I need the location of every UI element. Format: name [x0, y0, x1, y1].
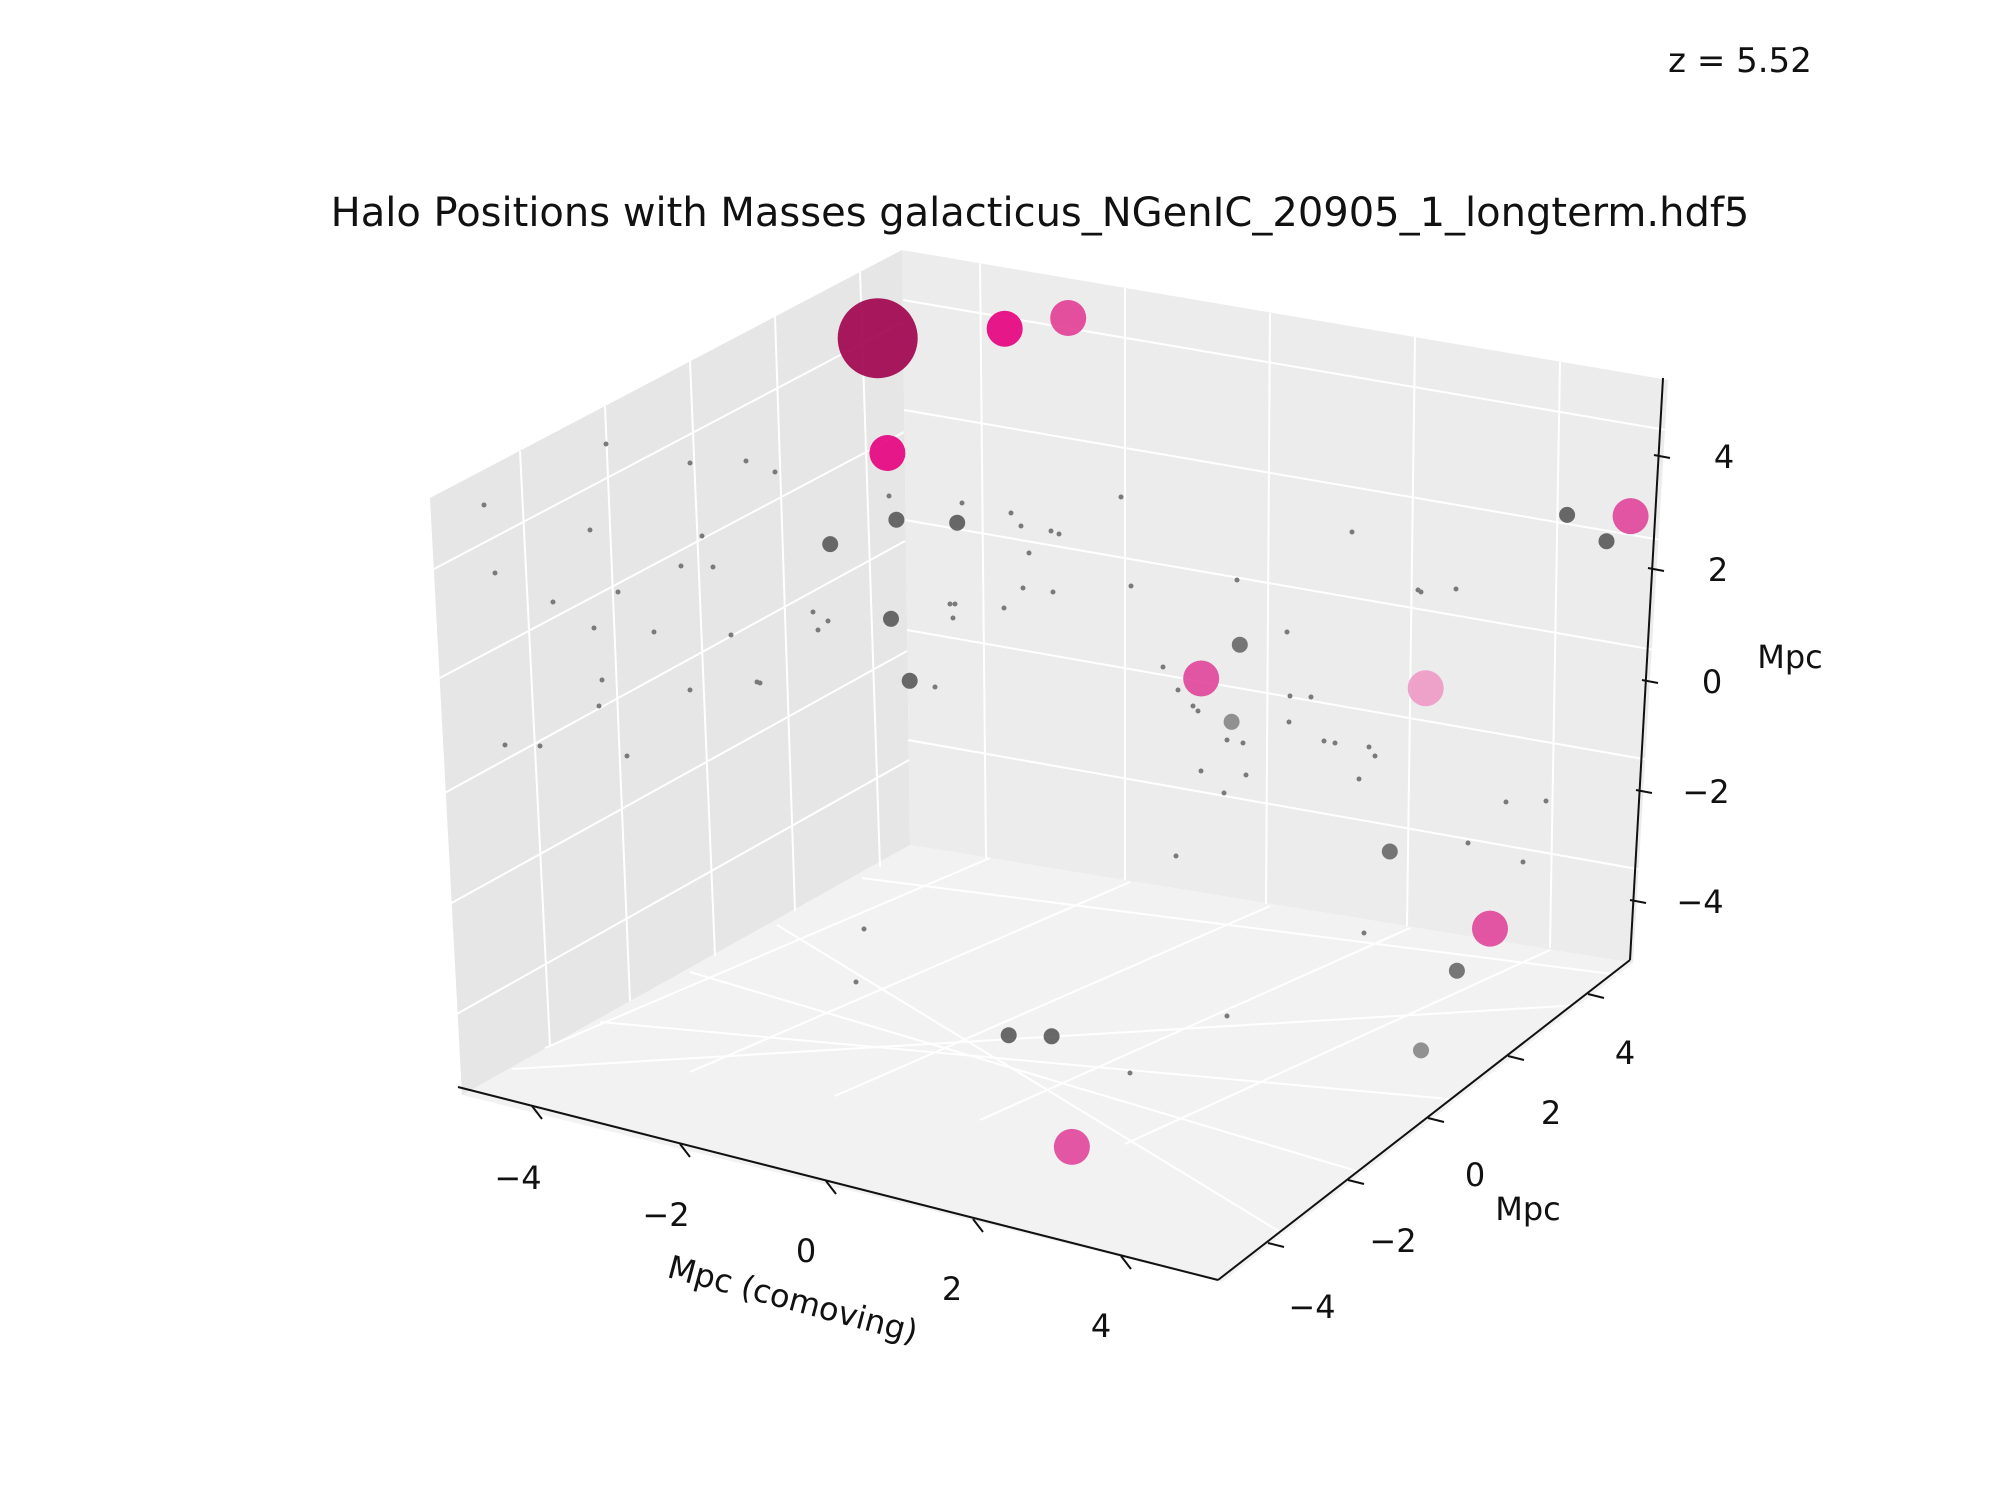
halo-point — [1612, 498, 1649, 535]
halo-point — [986, 310, 1023, 347]
halo-point — [1183, 660, 1220, 697]
z-tick-label: −4 — [1676, 883, 1723, 921]
z-axis-ticks — [1629, 454, 1671, 904]
halo-point — [1050, 300, 1087, 336]
halo-point — [1413, 1042, 1429, 1059]
halo-point — [837, 298, 918, 379]
y-axis-ticks — [1267, 993, 1605, 1248]
axis-lines — [457, 377, 1664, 1281]
z-tick-label: 0 — [1702, 663, 1722, 701]
x-axis-line — [457, 1086, 1219, 1281]
y-tick-label: 2 — [1541, 1094, 1561, 1132]
y-tick-labels: −4 −2 0 2 4 — [1288, 1034, 1635, 1326]
halo-point — [869, 435, 906, 471]
halo-point — [1559, 506, 1576, 523]
halo-point — [1043, 1028, 1060, 1045]
x-tick-label: −4 — [494, 1159, 541, 1197]
halo-point — [1053, 1128, 1090, 1165]
halo-point — [1598, 533, 1615, 550]
halo-point — [1448, 962, 1465, 979]
pane-side — [430, 250, 910, 1095]
halo-point — [1472, 910, 1508, 947]
x-tick-label: 2 — [942, 1270, 962, 1308]
chart-title: Halo Positions with Masses galacticus_NG… — [331, 190, 1750, 236]
y-tick-label: 0 — [1465, 1156, 1485, 1194]
z-tick-label: 2 — [1708, 551, 1728, 589]
halo-point — [1407, 670, 1444, 707]
y-tick-label: −2 — [1369, 1222, 1416, 1260]
y-tick-label: −4 — [1288, 1288, 1335, 1326]
pane-back — [902, 250, 1668, 963]
grid-lines — [431, 262, 1667, 1239]
x-tick-labels: −4 −2 0 2 4 — [494, 1159, 1111, 1345]
y-tick-label: 4 — [1615, 1034, 1635, 1072]
x-tick-label: 0 — [796, 1232, 816, 1270]
y-axis-label: Mpc — [1495, 1190, 1561, 1228]
z-axis-label: Mpc — [1757, 638, 1823, 676]
halo-points — [822, 298, 1649, 1165]
z-axis-line — [1629, 377, 1664, 961]
x-axis-label: Mpc (comoving) — [664, 1248, 922, 1351]
halo-point — [822, 536, 839, 553]
halo-point — [949, 514, 966, 531]
halo-point — [1231, 636, 1248, 653]
halo-point — [901, 672, 918, 689]
x-tick-label: −2 — [642, 1196, 689, 1234]
halo-point — [1000, 1027, 1017, 1044]
z-tick-labels: −4 −2 0 2 4 — [1676, 438, 1734, 921]
z-tick-label: 4 — [1714, 438, 1734, 476]
z-tick-label: −2 — [1682, 773, 1729, 811]
axes-panes — [430, 250, 1668, 1282]
halo-point — [1381, 843, 1398, 860]
halo-point — [883, 610, 899, 627]
halo-point — [888, 511, 905, 528]
minor-halo-dots — [481, 441, 1549, 1076]
redshift-label: z = 5.52 — [1668, 41, 1812, 81]
y-axis-line — [1217, 959, 1631, 1281]
x-tick-label: 4 — [1091, 1307, 1111, 1345]
x-axis-ticks — [531, 1105, 1132, 1270]
halo-point — [1223, 713, 1240, 730]
